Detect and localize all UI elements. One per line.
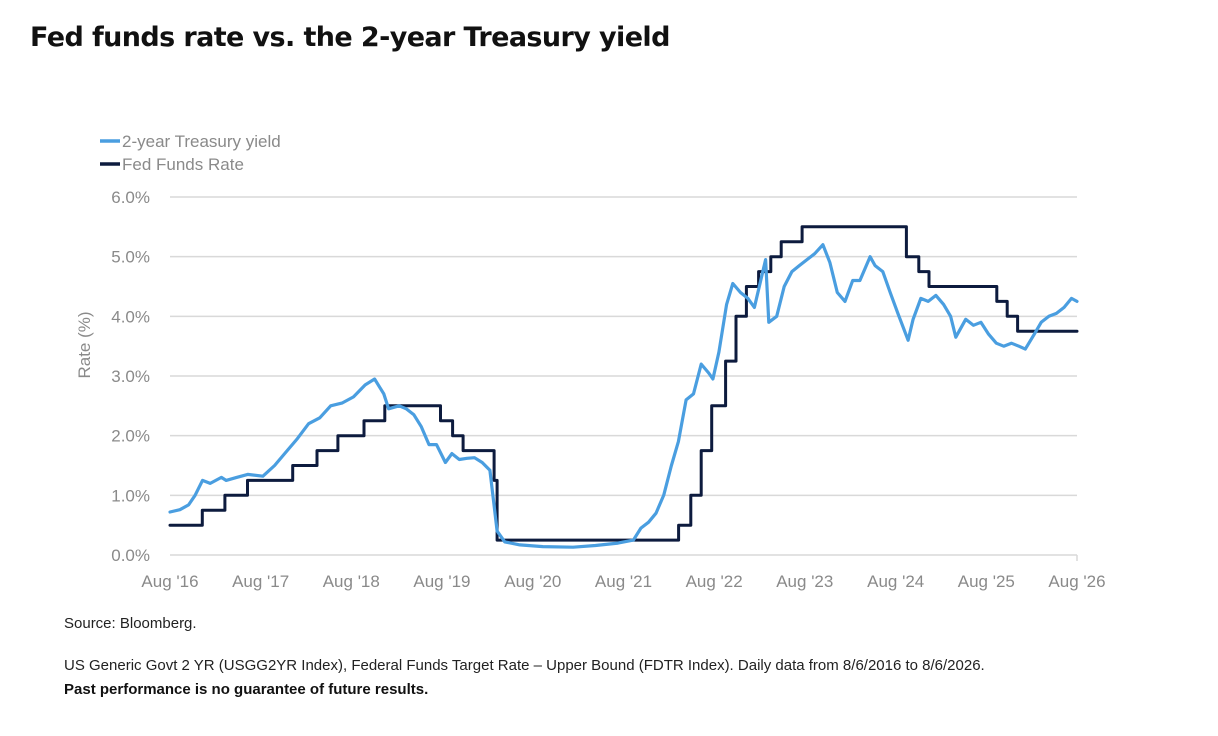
x-tick-label: Aug '17 xyxy=(232,572,289,591)
y-tick-label: 3.0% xyxy=(111,367,150,386)
y-tick-label: 2.0% xyxy=(111,427,150,446)
grid-lines xyxy=(170,196,1078,561)
x-tick-label: Aug '25 xyxy=(958,572,1015,591)
source-note: Source: Bloomberg. xyxy=(64,615,197,632)
disclaimer: Past performance is no guarantee of futu… xyxy=(64,681,429,698)
y-tick-label: 5.0% xyxy=(111,248,150,267)
x-tick-label: Aug '20 xyxy=(504,572,561,591)
y-axis-ticks: 0.0% 1.0% 2.0% 3.0% 4.0% 5.0% 6.0% xyxy=(111,188,150,565)
x-tick-label: Aug '23 xyxy=(776,572,833,591)
y-tick-label: 4.0% xyxy=(111,307,150,326)
x-tick-label: Aug '24 xyxy=(867,572,924,591)
y-axis-label: Rate (%) xyxy=(75,311,94,378)
legend: 2-year Treasury yield Fed Funds Rate xyxy=(100,132,281,174)
detail-note: US Generic Govt 2 YR (USGG2YR Index), Fe… xyxy=(64,657,985,674)
x-tick-label: Aug '19 xyxy=(413,572,470,591)
x-tick-label: Aug '21 xyxy=(595,572,652,591)
y-tick-label: 0.0% xyxy=(111,546,150,565)
series-lines xyxy=(168,225,1079,549)
x-tick-label: Aug '26 xyxy=(1048,572,1105,591)
chart-title: Fed funds rate vs. the 2-year Treasury y… xyxy=(30,22,670,53)
fed-funds-rate-line xyxy=(168,225,1079,542)
x-axis-ticks: Aug '16 Aug '17 Aug '18 Aug '19 Aug '20 Aug '… xyxy=(141,572,1105,591)
x-tick-label: Aug '22 xyxy=(686,572,743,591)
x-tick-label: Aug '16 xyxy=(141,572,198,591)
y-tick-label: 1.0% xyxy=(111,486,150,505)
legend-label: 2-year Treasury yield xyxy=(122,132,281,151)
y-tick-label: 6.0% xyxy=(111,188,150,207)
line-chart: 0.0%1.0%2.0%3.0%4.0%5.0%6.0% Aug '16 Aug … xyxy=(75,132,1106,591)
x-tick-label: Aug '18 xyxy=(323,572,380,591)
legend-label: Fed Funds Rate xyxy=(122,155,244,174)
treasury-yield-line xyxy=(168,243,1079,549)
